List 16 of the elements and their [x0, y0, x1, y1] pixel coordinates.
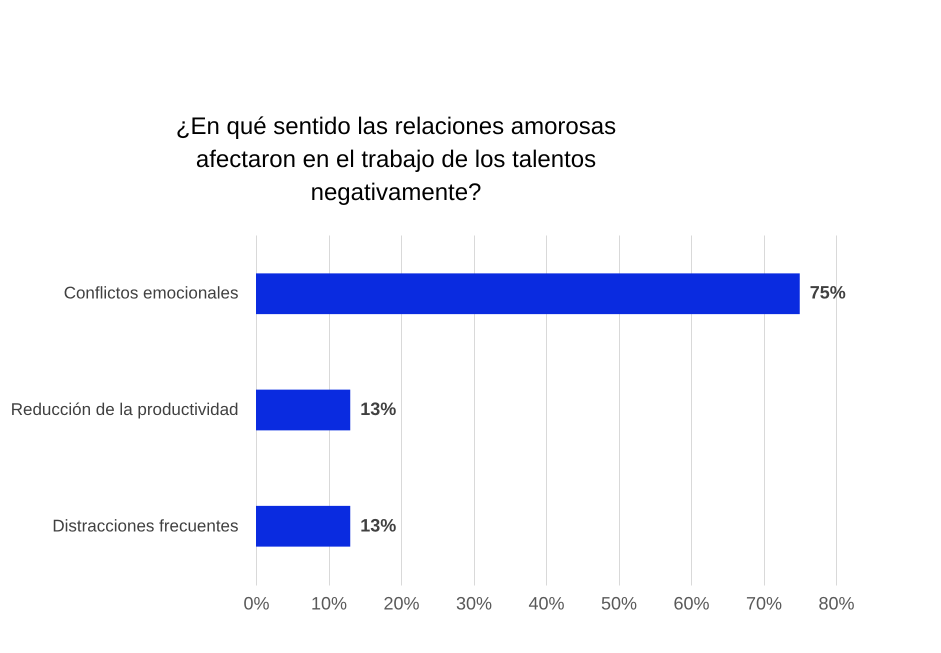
- x-tick-label: 0%: [243, 594, 270, 614]
- x-tick-label: 50%: [600, 594, 638, 614]
- x-tick-label: 40%: [528, 594, 565, 614]
- x-tick-label: 30%: [456, 594, 492, 614]
- x-tick-label: 10%: [310, 594, 348, 614]
- x-tick-label: 60%: [673, 594, 710, 614]
- y-tick-label: Conflictos emocionales: [64, 284, 238, 303]
- x-tick-label: 80%: [818, 594, 855, 614]
- y-tick-label: Distracciones frecuentes: [52, 516, 238, 536]
- data-label: 13%: [360, 515, 396, 536]
- data-label: 13%: [360, 399, 396, 419]
- data-label: 75%: [810, 282, 846, 303]
- chart-title: ¿En qué sentido las relaciones amorosas afectaron en el trabajo de los talentos negativamente?: [176, 113, 616, 206]
- x-tick-label: 20%: [383, 594, 420, 614]
- x-tick-label: 70%: [746, 594, 782, 614]
- y-tick-label: Reducción de la productividad: [10, 400, 238, 419]
